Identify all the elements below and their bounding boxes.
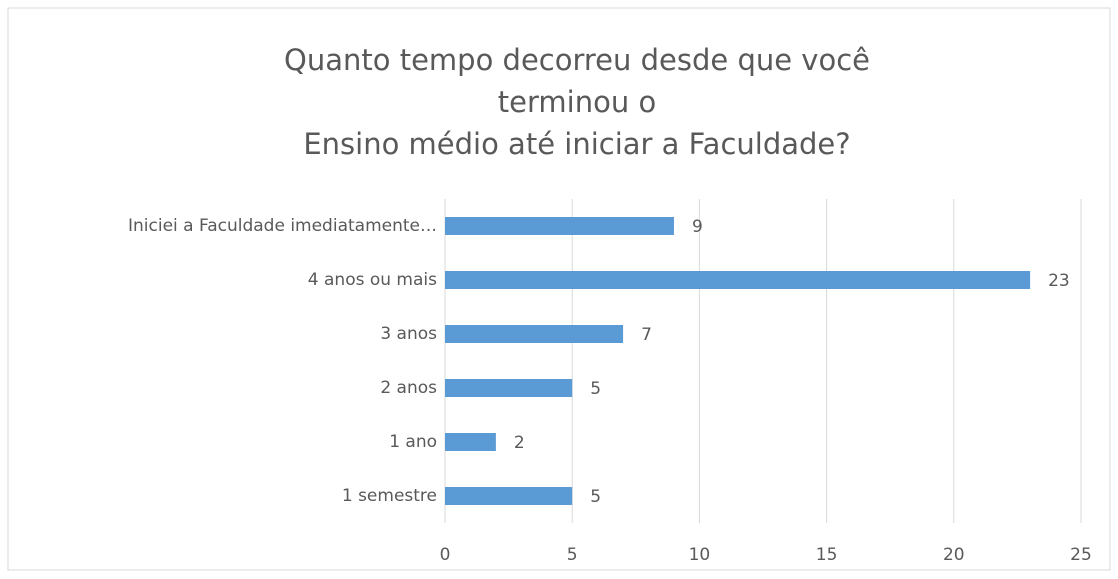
data-label: 23 <box>1048 271 1070 291</box>
data-label: 5 <box>590 379 601 399</box>
y-tick-label: 2 anos <box>380 378 437 398</box>
bar <box>445 487 573 505</box>
data-label: 7 <box>641 325 652 345</box>
data-label: 2 <box>514 433 525 453</box>
bar <box>445 433 496 451</box>
x-tick-label: 5 <box>567 545 578 565</box>
y-tick-label: 3 anos <box>380 324 437 344</box>
y-tick-label: 4 anos ou mais <box>308 270 437 290</box>
bar <box>445 325 624 343</box>
bar <box>445 271 1031 289</box>
chart-title: Ensino médio até iniciar a Faculdade? <box>303 127 850 161</box>
chart-title: Quanto tempo decorreu desde que você <box>284 43 870 77</box>
bar <box>445 217 674 235</box>
data-label: 5 <box>590 487 601 507</box>
data-label: 9 <box>692 217 703 237</box>
y-tick-label: 1 semestre <box>342 486 437 506</box>
x-tick-label: 0 <box>440 545 451 565</box>
x-tick-label: 25 <box>1070 545 1092 565</box>
x-tick-label: 15 <box>816 545 838 565</box>
chart-title: terminou o <box>498 85 656 119</box>
x-tick-label: 10 <box>689 545 711 565</box>
bar <box>445 379 573 397</box>
x-tick-label: 20 <box>943 545 965 565</box>
y-tick-label: 1 ano <box>389 432 437 452</box>
y-tick-label: Iniciei a Faculdade imediatamente… <box>128 216 437 236</box>
